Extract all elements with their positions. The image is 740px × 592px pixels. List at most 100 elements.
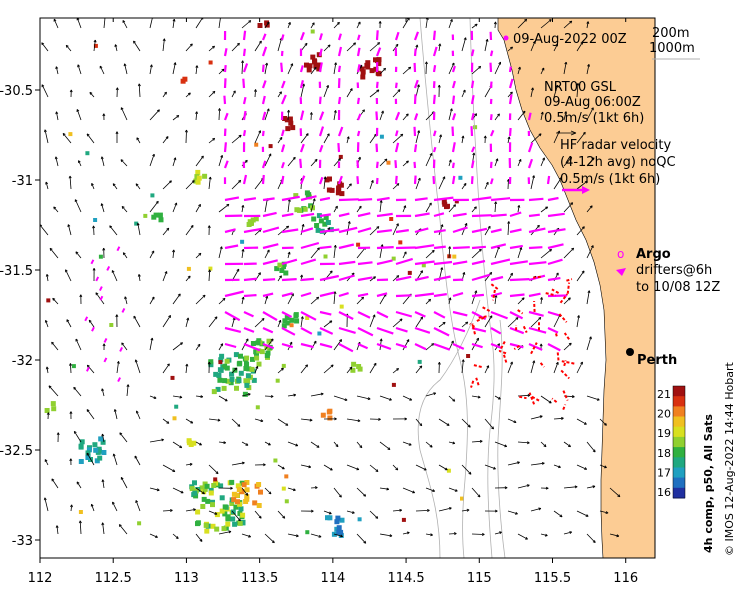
model-current-arrow [563, 486, 578, 489]
model-arrowhead [169, 180, 172, 184]
model-current-arrow [310, 441, 320, 448]
model-current-arrow [73, 431, 82, 443]
model-current-arrow [586, 290, 590, 305]
model-arrowhead [137, 274, 141, 277]
colorbar-segment [673, 477, 685, 489]
model-arrowhead [489, 271, 493, 275]
hf-radar-arrow [375, 81, 379, 89]
sst-pixel [254, 142, 259, 147]
model-current-arrow [576, 361, 583, 374]
hf-radar-arrow [413, 126, 417, 137]
model-arrowhead [237, 518, 241, 522]
hf-radar-arrow [509, 211, 522, 218]
model-current-arrow [287, 293, 294, 305]
model-arrowhead [86, 133, 90, 137]
model-current-arrow [93, 39, 96, 52]
model-arrowhead [134, 455, 138, 459]
lon-tick-label: 113 [174, 571, 199, 586]
hf-radar-arrow [243, 294, 257, 298]
model-current-arrow [392, 464, 399, 471]
model-current-arrow [120, 107, 128, 121]
model-arrowhead [69, 504, 73, 508]
hf-radar-arrow [490, 243, 507, 250]
model-arrowhead [121, 206, 125, 209]
hf-radar-arrow [413, 175, 417, 185]
sst-pixel [285, 126, 291, 132]
model-current-arrow [185, 317, 189, 328]
model-current-arrow [102, 479, 105, 489]
model-arrowhead [189, 43, 193, 47]
model-current-arrow [277, 464, 285, 470]
hf-radar-arrow [452, 212, 467, 218]
hf-radar-arrow [243, 227, 262, 234]
sst-pixel [186, 266, 191, 271]
model-arrowhead [454, 489, 458, 492]
model-arrowhead [241, 60, 245, 64]
model-arrowhead [304, 42, 308, 46]
model-arrowhead [120, 159, 124, 163]
model-current-arrow [540, 395, 552, 404]
hf-radar-arrow [376, 212, 393, 218]
model-arrowhead [338, 494, 342, 498]
model-arrowhead [279, 91, 282, 95]
model-arrowhead [487, 225, 491, 229]
isobath-contour [417, 299, 481, 558]
sst-pixel [195, 169, 201, 175]
lon-tick-label: 116 [613, 571, 638, 586]
model-arrowhead [75, 338, 79, 342]
model-arrowhead [207, 361, 211, 365]
model-current-arrow [76, 109, 82, 121]
model-current-arrow [149, 64, 153, 75]
hf-radar-arrow [490, 228, 502, 234]
model-current-arrow [218, 203, 230, 213]
model-arrowhead [88, 319, 92, 323]
drifter-tracks [469, 275, 575, 410]
model-current-arrow [553, 314, 561, 328]
hf-radar-arrow [223, 142, 227, 153]
model-current-arrow [133, 315, 141, 328]
hf-radar-arrow [356, 97, 360, 105]
model-arrowhead [115, 131, 119, 134]
model-current-arrow [553, 362, 559, 374]
model-current-arrow [517, 159, 522, 167]
model-arrowhead [361, 296, 364, 300]
drifters-label-2: to 10/08 12Z [636, 280, 720, 295]
model-current-arrow [484, 464, 496, 470]
hf-radar-arrow [356, 113, 362, 121]
model-arrowhead [404, 417, 407, 421]
sst-pixel [391, 256, 396, 261]
model-arrowhead [417, 130, 421, 134]
model-arrowhead [448, 297, 452, 301]
hf-radar-arrow [357, 342, 369, 350]
model-arrowhead [336, 21, 340, 25]
model-arrowhead [519, 247, 523, 250]
hf-radar-arrow [86, 366, 90, 372]
model-current-arrow [135, 359, 141, 374]
model-arrowhead [558, 465, 561, 469]
model-current-arrow [461, 183, 467, 190]
sst-pixel [229, 479, 235, 485]
model-current-arrow [392, 509, 402, 512]
hf-radar-arrow [394, 111, 401, 121]
sst-pixel [336, 185, 342, 191]
model-current-arrow [113, 453, 118, 466]
model-arrowhead [396, 183, 400, 187]
model-arrowhead [115, 87, 119, 91]
model-arrowhead [497, 396, 501, 400]
model-arrowhead [191, 180, 195, 184]
hf-radar-arrow [547, 277, 561, 282]
model-current-arrow [586, 395, 600, 401]
model-current-arrow [563, 441, 571, 448]
model-arrowhead [119, 432, 123, 436]
model-current-arrow [494, 295, 497, 305]
sst-pixel [217, 377, 223, 383]
model-current-arrow [195, 65, 198, 75]
model-arrowhead [222, 297, 226, 301]
drifter-track-segment [522, 325, 528, 334]
model-arrowhead [357, 21, 361, 25]
hf-radar-arrow [224, 244, 239, 250]
sst-pixel [256, 482, 262, 487]
model-current-arrow [124, 296, 128, 305]
model-arrowhead [115, 314, 119, 318]
